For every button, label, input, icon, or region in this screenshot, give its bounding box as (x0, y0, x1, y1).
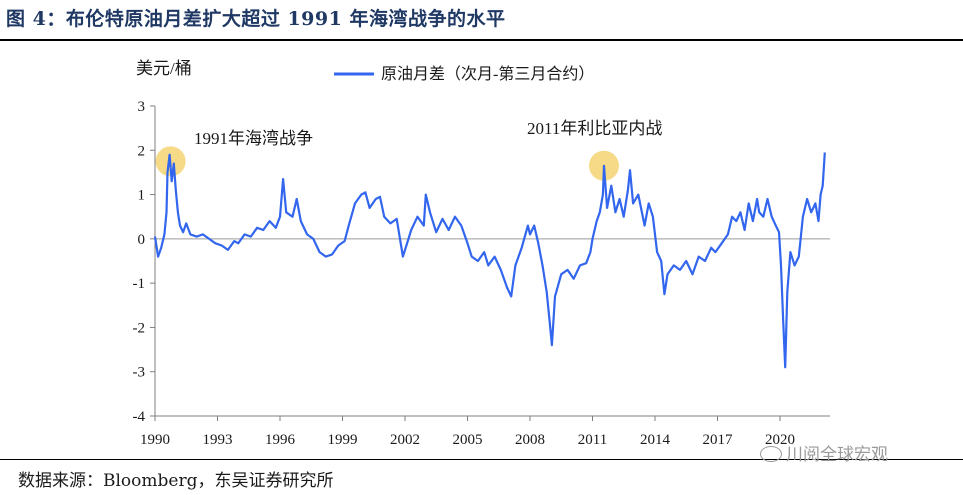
y-tick-label: 0 (138, 232, 146, 248)
x-tick-label: 1990 (140, 432, 170, 448)
x-tick-label: 2011 (578, 432, 607, 448)
y-tick-label: -2 (133, 320, 146, 336)
chart-labels: 美元/桶 原油月差（次月-第三月合约） 1991年海湾战争 2011年利比亚内战 (136, 59, 662, 148)
x-tick-label: 2017 (703, 432, 734, 448)
x-tick-label: 2008 (515, 432, 545, 448)
title-rule (0, 39, 963, 41)
wechat-icon (760, 446, 782, 462)
x-tick-label: 2005 (453, 432, 483, 448)
source-rule (0, 459, 963, 460)
series-layer (153, 152, 826, 369)
x-tick-label: 2014 (640, 432, 671, 448)
y-axis-unit-label: 美元/桶 (136, 59, 192, 78)
y-tick-label: -3 (133, 365, 146, 381)
y-tick-label: 2 (138, 143, 146, 159)
annotation-gulf-war: 1991年海湾战争 (194, 129, 313, 148)
watermark: 川阅全球宏观 (760, 440, 888, 465)
legend-label: 原油月差（次月-第三月合约） (381, 65, 594, 83)
x-tick-label: 2002 (390, 432, 420, 448)
y-tick-label: 1 (138, 188, 146, 204)
series-line (153, 152, 826, 369)
x-tick-label: 1999 (328, 432, 358, 448)
x-tick-label: 1993 (203, 432, 233, 448)
source-note: 数据来源：Bloomberg，东吴证券研究所 (18, 471, 334, 491)
y-tick-label: -1 (133, 276, 146, 292)
x-tick-label: 2020 (765, 432, 795, 448)
annotation-libya: 2011年利比亚内战 (527, 119, 662, 138)
y-tick-label: 3 (138, 99, 146, 115)
line-chart: 3 2 1 0 -1 -2 -3 -4 1990 1993 1996 1999 2002 2005 2008… (133, 59, 830, 448)
watermark-text: 川阅全球宏观 (786, 445, 888, 465)
event-highlights (155, 146, 619, 181)
x-tick-label: 1996 (265, 432, 296, 448)
chart-axes: 3 2 1 0 -1 -2 -3 -4 1990 1993 1996 1999 2002 2005 2008… (133, 99, 830, 448)
y-tick-label: -4 (133, 409, 146, 425)
figure-title: 图 4：布伦特原油月差扩大超过 1991 年海湾战争的水平 (6, 8, 506, 30)
